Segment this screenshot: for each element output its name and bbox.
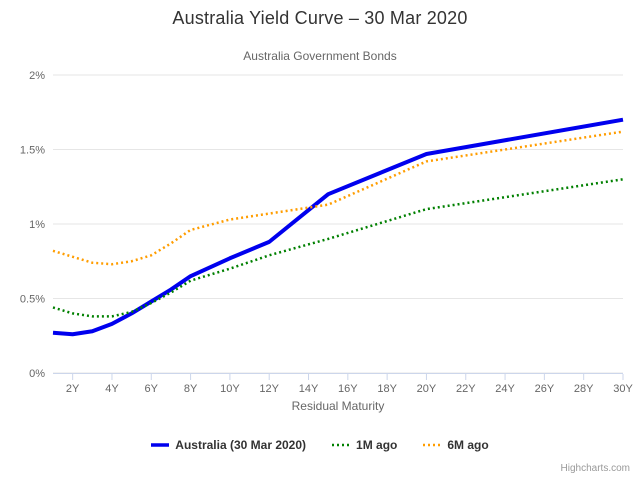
y-tick-label: 0.5% bbox=[20, 294, 45, 306]
x-tick-label: 6Y bbox=[145, 383, 159, 395]
series-line-1[interactable] bbox=[52, 178, 624, 318]
x-tick-label: 26Y bbox=[535, 383, 555, 395]
legend-label: 6M ago bbox=[447, 438, 489, 452]
y-tick-label: 0% bbox=[29, 368, 45, 380]
x-tick-label: 2Y bbox=[66, 383, 80, 395]
x-tick-label: 10Y bbox=[220, 383, 240, 395]
y-tick-label: 2% bbox=[29, 70, 45, 82]
chart-title: Australia Yield Curve – 30 Mar 2020 bbox=[172, 8, 468, 28]
x-tick-label: 14Y bbox=[299, 383, 319, 395]
legend-marker-icon bbox=[332, 443, 351, 447]
series-line-0[interactable] bbox=[52, 117, 624, 337]
x-tick-label: 12Y bbox=[259, 383, 279, 395]
x-tick-label: 24Y bbox=[495, 383, 515, 395]
legend-marker-icon bbox=[151, 443, 170, 447]
x-tick-label: 20Y bbox=[417, 383, 437, 395]
x-axis-title: Residual Maturity bbox=[291, 399, 385, 413]
x-tick-label: 18Y bbox=[377, 383, 397, 395]
legend-item-0[interactable]: Australia (30 Mar 2020) bbox=[151, 438, 306, 452]
y-tick-label: 1.5% bbox=[20, 145, 45, 157]
x-tick-label: 22Y bbox=[456, 383, 476, 395]
y-tick-label: 1% bbox=[29, 219, 45, 231]
legend-item-1[interactable]: 1M ago bbox=[332, 438, 397, 452]
series-line-2[interactable] bbox=[52, 130, 624, 266]
legend-label: 1M ago bbox=[356, 438, 398, 452]
x-tick-label: 8Y bbox=[184, 383, 198, 395]
x-tick-label: 16Y bbox=[338, 383, 358, 395]
legend-label: Australia (30 Mar 2020) bbox=[175, 438, 307, 452]
chart-subtitle: Australia Government Bonds bbox=[243, 49, 397, 63]
legend-marker-icon bbox=[423, 443, 442, 447]
x-tick-label: 28Y bbox=[574, 383, 594, 395]
highcharts-credits[interactable]: Highcharts.com bbox=[560, 463, 630, 474]
legend: Australia (30 Mar 2020) 1M ago 6M ago bbox=[0, 438, 640, 452]
legend-item-2[interactable]: 6M ago bbox=[423, 438, 489, 452]
x-tick-label: 4Y bbox=[105, 383, 119, 395]
x-tick-label: 30Y bbox=[613, 383, 633, 395]
